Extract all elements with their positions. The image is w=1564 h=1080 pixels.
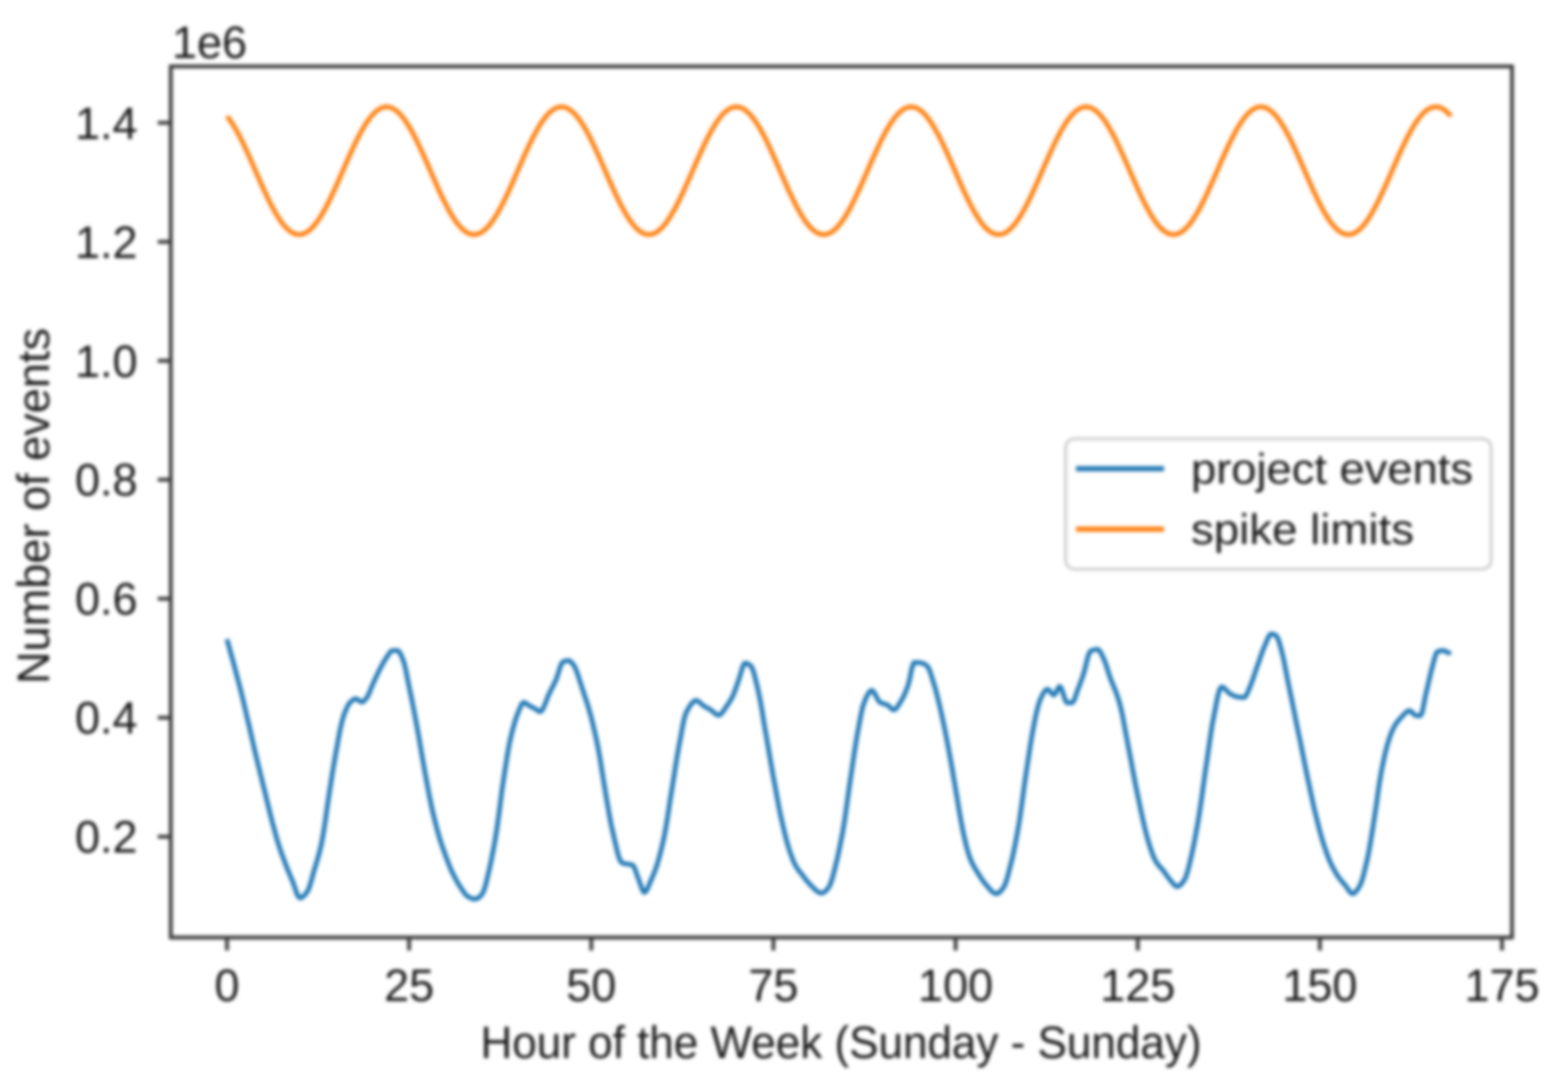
svg-text:spike limits: spike limits — [1191, 507, 1414, 554]
svg-text:75: 75 — [748, 960, 798, 1011]
svg-text:100: 100 — [918, 960, 993, 1011]
svg-text:50: 50 — [566, 960, 616, 1011]
svg-text:Hour of the Week (Sunday - Sun: Hour of the Week (Sunday - Sunday) — [481, 1017, 1202, 1068]
svg-text:1e6: 1e6 — [172, 17, 247, 68]
svg-text:0: 0 — [214, 960, 239, 1011]
svg-text:125: 125 — [1100, 960, 1175, 1011]
svg-text:0.8: 0.8 — [75, 455, 138, 506]
svg-text:175: 175 — [1464, 960, 1539, 1011]
svg-text:1.4: 1.4 — [75, 98, 138, 149]
svg-text:1.0: 1.0 — [75, 336, 138, 387]
svg-text:Number of events: Number of events — [8, 328, 59, 684]
svg-text:25: 25 — [384, 960, 434, 1011]
svg-text:0.4: 0.4 — [75, 693, 138, 744]
svg-text:0.2: 0.2 — [75, 812, 138, 863]
svg-text:1.2: 1.2 — [75, 217, 138, 268]
svg-text:project events: project events — [1191, 447, 1473, 494]
svg-text:150: 150 — [1282, 960, 1357, 1011]
svg-text:0.6: 0.6 — [75, 574, 138, 625]
